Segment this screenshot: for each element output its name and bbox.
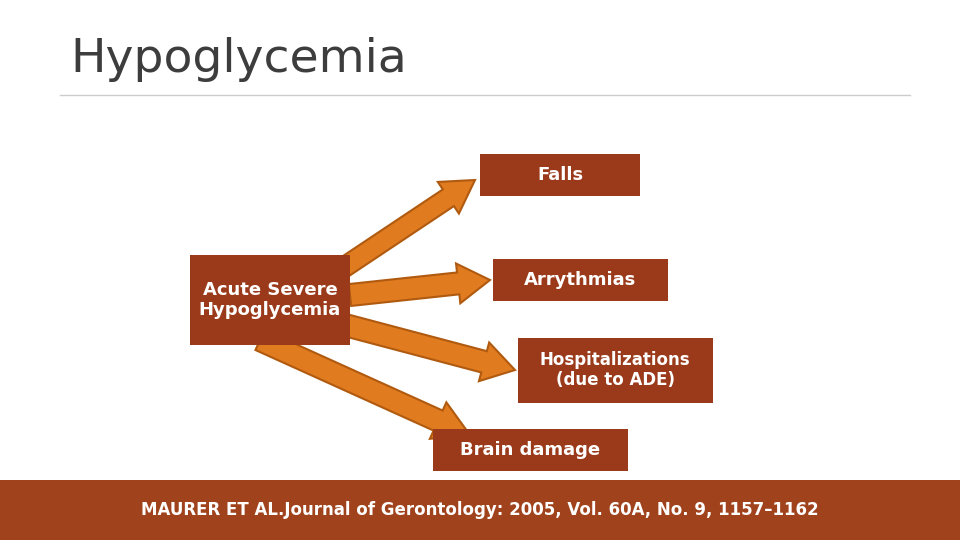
Text: Brain damage: Brain damage <box>460 441 600 459</box>
FancyBboxPatch shape <box>190 255 350 345</box>
Text: Arrythmias: Arrythmias <box>524 271 636 289</box>
FancyBboxPatch shape <box>0 480 960 540</box>
FancyBboxPatch shape <box>480 154 640 196</box>
Text: Falls: Falls <box>537 166 583 184</box>
FancyBboxPatch shape <box>492 259 667 301</box>
Text: Hypoglycemia: Hypoglycemia <box>70 37 407 83</box>
FancyBboxPatch shape <box>433 429 628 471</box>
Polygon shape <box>255 330 470 439</box>
Polygon shape <box>348 264 490 306</box>
Polygon shape <box>342 314 515 381</box>
Text: Hospitalizations
(due to ADE): Hospitalizations (due to ADE) <box>540 350 690 389</box>
Text: Acute Severe
Hypoglycemia: Acute Severe Hypoglycemia <box>199 281 341 319</box>
Polygon shape <box>334 180 475 278</box>
Text: MAURER ET AL.Journal of Gerontology: 2005, Vol. 60A, No. 9, 1157–1162: MAURER ET AL.Journal of Gerontology: 200… <box>141 501 819 519</box>
FancyBboxPatch shape <box>517 338 712 402</box>
